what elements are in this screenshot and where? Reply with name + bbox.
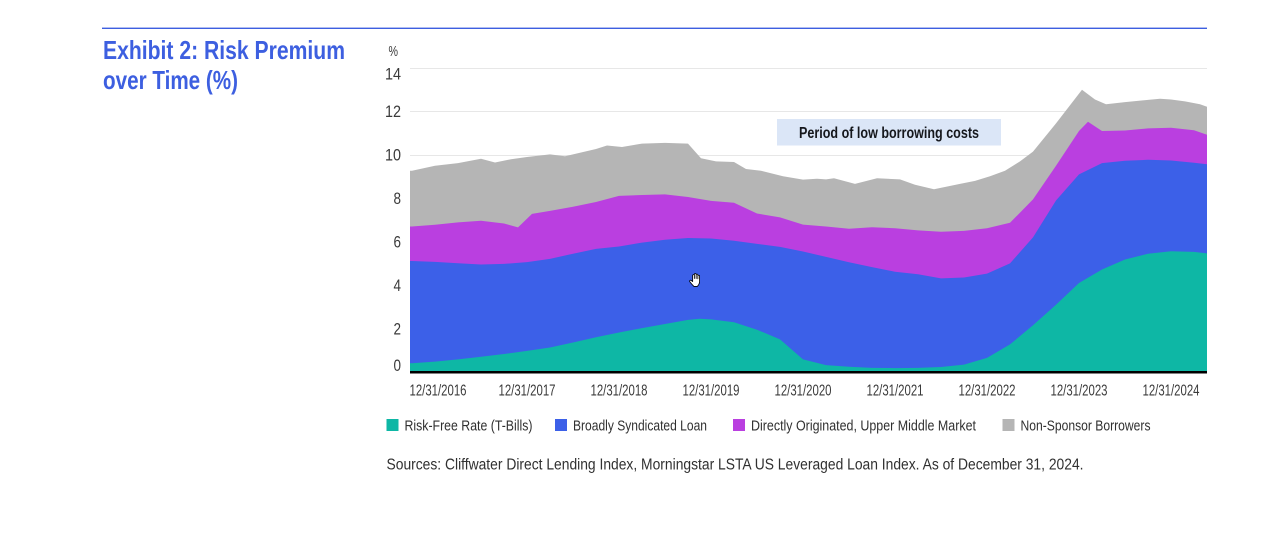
svg-text:Risk-Free Rate (T-Bills): Risk-Free Rate (T-Bills): [405, 418, 533, 434]
svg-text:8: 8: [394, 190, 402, 208]
svg-text:2: 2: [394, 320, 402, 338]
svg-text:Non-Sponsor Borrowers: Non-Sponsor Borrowers: [1021, 418, 1151, 434]
svg-text:12/31/2022: 12/31/2022: [959, 383, 1016, 400]
svg-text:%: %: [389, 43, 399, 60]
svg-text:12/31/2024: 12/31/2024: [1143, 383, 1200, 400]
svg-text:10: 10: [385, 147, 401, 165]
svg-text:12/31/2019: 12/31/2019: [683, 383, 740, 400]
svg-text:0: 0: [394, 357, 402, 375]
svg-text:12/31/2023: 12/31/2023: [1051, 383, 1108, 400]
svg-text:Period of low borrowing costs: Period of low borrowing costs: [799, 125, 979, 142]
svg-text:14: 14: [385, 65, 401, 83]
svg-text:12/31/2020: 12/31/2020: [775, 383, 832, 400]
svg-text:12/31/2016: 12/31/2016: [410, 383, 467, 400]
svg-text:6: 6: [394, 234, 402, 252]
svg-text:Exhibit 2: Risk Premium: Exhibit 2: Risk Premium: [103, 35, 345, 65]
svg-text:Broadly Syndicated Loan: Broadly Syndicated Loan: [573, 418, 707, 434]
svg-text:12: 12: [385, 103, 401, 121]
svg-text:Sources: Cliffwater Direct Len: Sources: Cliffwater Direct Lending Index…: [387, 457, 1084, 474]
svg-text:12/31/2018: 12/31/2018: [591, 383, 648, 400]
svg-text:12/31/2017: 12/31/2017: [499, 383, 556, 400]
svg-text:over Time (%): over Time (%): [103, 65, 238, 95]
svg-text:4: 4: [394, 277, 402, 295]
svg-text:Directly Originated, Upper Mid: Directly Originated, Upper Middle Market: [751, 418, 976, 434]
svg-text:12/31/2021: 12/31/2021: [867, 383, 924, 400]
